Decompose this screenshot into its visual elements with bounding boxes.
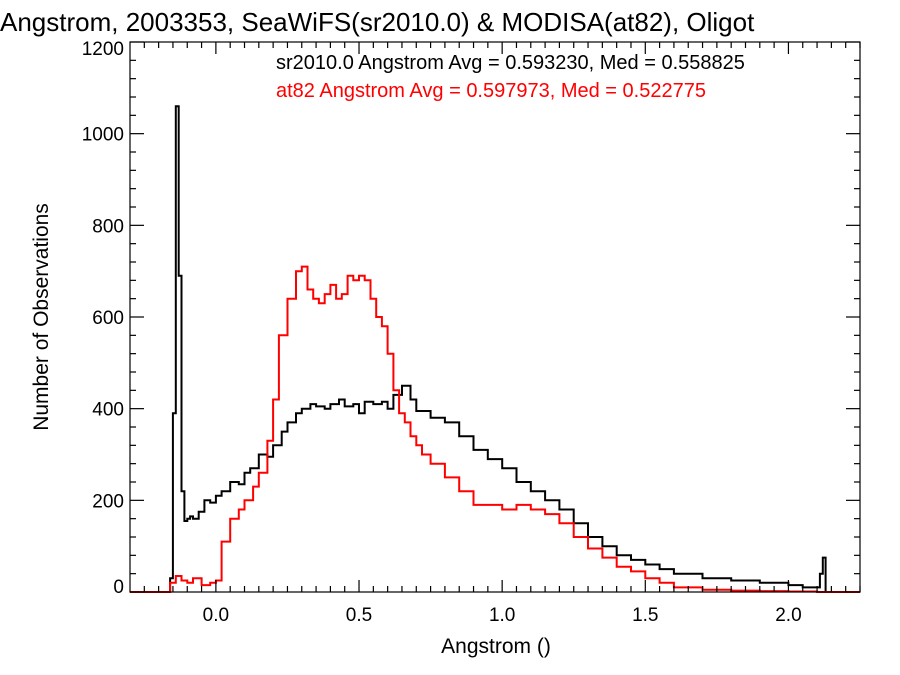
stat-annotation-black: sr2010.0 Angstrom Avg = 0.593230, Med = … bbox=[276, 52, 745, 74]
x-tick-label: 0.5 bbox=[346, 605, 372, 626]
y-tick-label: 400 bbox=[92, 400, 124, 421]
series-line-0 bbox=[130, 105, 860, 593]
chart-title: Angstrom, 2003353, SeaWiFS(sr2010.0) & M… bbox=[0, 7, 755, 37]
y-tick-label: 1200 bbox=[82, 39, 124, 60]
x-tick-label: 2.0 bbox=[775, 605, 801, 626]
y-axis-label: Number of Observations bbox=[30, 203, 53, 431]
stat-annotation-red: at82 Angstrom Avg = 0.597973, Med = 0.52… bbox=[276, 80, 706, 102]
x-axis-label: Angstrom () bbox=[441, 635, 551, 658]
axes: 0.0 0.5 1.0 1.5 2.0 0 200 400 600 800 1000 1200 bbox=[82, 39, 861, 626]
x-tick-label: 1.0 bbox=[489, 605, 515, 626]
y-tick-label: 600 bbox=[92, 308, 124, 329]
series-line-1 bbox=[130, 265, 860, 593]
plot-area bbox=[130, 105, 860, 593]
y-tick-label: 200 bbox=[92, 491, 124, 512]
x-tick-label: 0.0 bbox=[203, 605, 229, 626]
x-tick-label: 1.5 bbox=[632, 605, 658, 626]
y-tick-label: 800 bbox=[92, 216, 124, 237]
y-tick-label: 0 bbox=[113, 577, 124, 598]
y-tick-label: 1000 bbox=[82, 125, 124, 146]
